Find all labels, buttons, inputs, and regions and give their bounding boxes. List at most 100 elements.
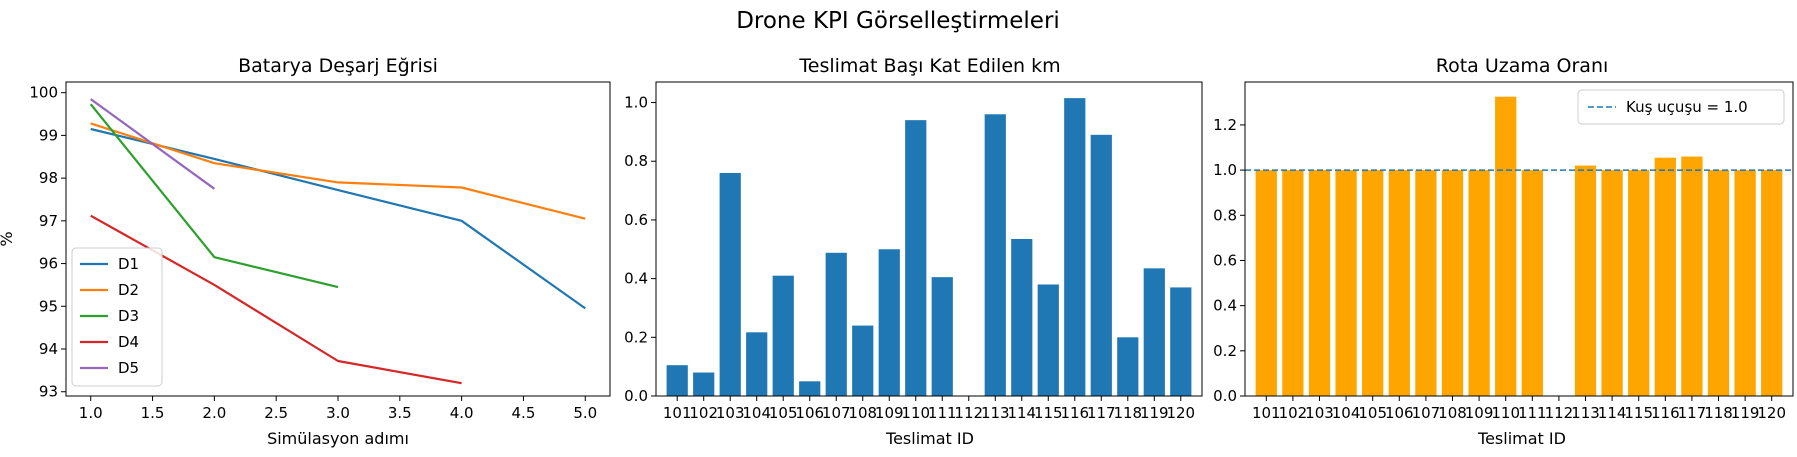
x-tick-label: 110 <box>1491 404 1520 422</box>
y-tick-label: 0.4 <box>1213 297 1237 315</box>
y-tick-label: 99 <box>39 126 58 144</box>
battery-panel-title: Batarya Deşarj Eğrisi <box>238 55 438 77</box>
distance-bar-108 <box>852 325 874 396</box>
x-tick-label: 110 <box>901 404 930 422</box>
route-bar-120 <box>1761 170 1783 396</box>
series-line-d1 <box>90 127 586 310</box>
route-bar-115 <box>1628 170 1650 396</box>
x-tick-label: 1.0 <box>79 404 103 422</box>
x-tick-label: 106 <box>795 404 824 422</box>
route-bar-110 <box>1495 96 1517 396</box>
distance-plot-frame <box>655 81 1203 397</box>
x-tick-label: 104 <box>1332 404 1361 422</box>
route-bar-103 <box>1308 170 1331 396</box>
x-tick-label: 120 <box>1166 404 1195 422</box>
legend-box <box>1577 89 1785 125</box>
distance-x-axis-label: Teslimat ID <box>885 429 974 448</box>
distance-bar-117 <box>1090 134 1112 396</box>
route-bar-113 <box>1574 165 1597 396</box>
distance-bar-118 <box>1117 337 1139 396</box>
x-tick-label: 111 <box>928 404 957 422</box>
x-tick-label: 114 <box>1007 404 1036 422</box>
distance-bar-102 <box>693 372 715 396</box>
x-tick-label: 109 <box>875 404 904 422</box>
route-bar-109 <box>1468 170 1490 396</box>
x-tick-label: 108 <box>848 404 877 422</box>
x-tick-label: 107 <box>1412 404 1441 422</box>
y-tick-label: 0.0 <box>624 387 648 405</box>
legend-label-d3: D3 <box>118 307 139 325</box>
route-bar-102 <box>1282 170 1304 396</box>
legend-box <box>71 247 163 387</box>
x-tick-label: 101 <box>663 404 692 422</box>
y-tick-label: 0.2 <box>624 328 648 346</box>
x-tick-label: 112 <box>954 404 983 422</box>
battery-y-axis-label: % <box>0 231 16 246</box>
route-bar-104 <box>1335 170 1357 396</box>
y-tick-label: 1.2 <box>1213 116 1237 134</box>
x-tick-label: 101 <box>1252 404 1281 422</box>
y-tick-label: 100 <box>29 84 58 102</box>
x-tick-label: 117 <box>1678 404 1707 422</box>
figure-title: Drone KPI Görselleştirmeleri <box>736 8 1060 34</box>
distance-bar-106 <box>799 381 821 396</box>
x-tick-label: 112 <box>1545 404 1574 422</box>
distance-bar-113 <box>984 114 1006 397</box>
distance-bar-107 <box>825 252 847 396</box>
y-tick-label: 0.8 <box>624 152 648 170</box>
legend-label-d5: D5 <box>118 359 139 377</box>
route-bar-105 <box>1362 170 1384 396</box>
x-tick-label: 104 <box>742 404 771 422</box>
route-bar-111 <box>1521 170 1543 396</box>
x-tick-label: 116 <box>1060 404 1089 422</box>
route-bar-118 <box>1707 170 1730 396</box>
y-tick-label: 1.0 <box>1213 161 1237 179</box>
x-tick-label: 115 <box>1034 404 1063 422</box>
series-line-d2 <box>90 122 586 220</box>
x-tick-label: 105 <box>769 404 798 422</box>
distance-bar-103 <box>719 172 741 396</box>
y-tick-label: 0.6 <box>1213 251 1237 269</box>
distance-bar-101 <box>666 365 688 396</box>
series-line-d3 <box>89 103 339 289</box>
x-tick-label: 106 <box>1385 404 1414 422</box>
x-tick-label: 111 <box>1518 404 1547 422</box>
y-tick-label: 0.8 <box>1213 206 1237 224</box>
x-tick-label: 3.0 <box>326 404 350 422</box>
distance-bar-111 <box>931 277 953 396</box>
distance-bar-116 <box>1064 98 1086 396</box>
distance-bar-109 <box>878 249 900 396</box>
legend-label-d2: D2 <box>118 281 139 299</box>
x-tick-label: 118 <box>1113 404 1142 422</box>
x-tick-label: 2.0 <box>202 404 226 422</box>
x-tick-label: 119 <box>1731 404 1760 422</box>
x-tick-label: 5.0 <box>573 404 597 422</box>
x-tick-label: 1.5 <box>141 404 165 422</box>
y-tick-label: 1.0 <box>624 94 648 112</box>
y-tick-label: 98 <box>39 169 58 187</box>
route-bar-101 <box>1255 170 1277 396</box>
x-tick-label: 117 <box>1087 404 1116 422</box>
x-tick-label: 3.5 <box>388 404 412 422</box>
route-bar-107 <box>1415 170 1437 396</box>
route-bar-114 <box>1601 170 1623 396</box>
legend-label-reference: Kuş uçuşu = 1.0 <box>1626 98 1748 116</box>
route-bar-119 <box>1734 170 1756 396</box>
x-tick-label: 113 <box>1571 404 1600 422</box>
battery-x-axis-label: Simülasyon adımı <box>267 429 409 448</box>
x-tick-label: 4.5 <box>512 404 536 422</box>
route-panel-title: Rota Uzama Oranı <box>1436 55 1609 77</box>
distance-per-delivery-panel: Teslimat Başı Kat Edilen km 101102103104… <box>624 55 1203 448</box>
y-tick-label: 95 <box>39 297 58 315</box>
x-tick-label: 114 <box>1598 404 1627 422</box>
y-tick-label: 0.0 <box>1213 387 1237 405</box>
battery-legend: D1 D2 D3 D4 D5 <box>71 247 163 387</box>
x-tick-label: 107 <box>822 404 851 422</box>
y-tick-label: 97 <box>39 212 58 230</box>
x-tick-label: 113 <box>981 404 1010 422</box>
x-tick-label: 118 <box>1704 404 1733 422</box>
y-tick-label: 96 <box>39 255 58 273</box>
x-tick-label: 119 <box>1140 404 1169 422</box>
y-tick-label: 94 <box>39 340 58 358</box>
distance-bar-114 <box>1011 239 1033 396</box>
